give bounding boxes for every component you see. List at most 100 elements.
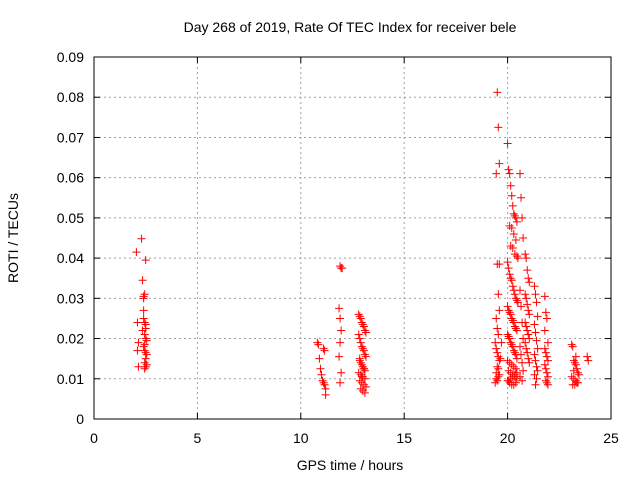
data-point <box>509 209 518 218</box>
x-tick-labels: 0 5 10 15 20 25 <box>90 430 619 446</box>
data-point <box>314 340 323 349</box>
data-point <box>516 286 525 295</box>
data-point <box>357 318 366 327</box>
data-point <box>506 181 515 190</box>
data-point <box>321 390 330 399</box>
data-point <box>360 350 369 359</box>
data-point <box>357 360 366 369</box>
data-point <box>316 364 325 373</box>
data-point <box>492 368 501 377</box>
data-point <box>133 318 142 327</box>
data-point <box>492 344 501 353</box>
data-point <box>493 362 502 371</box>
data-point <box>335 304 344 313</box>
data-point <box>336 314 345 323</box>
data-point <box>355 312 364 321</box>
data-point <box>336 338 345 347</box>
data-point <box>140 340 149 349</box>
y-tick-label: 0.08 <box>57 89 84 105</box>
data-point <box>356 338 365 347</box>
data-point <box>505 308 514 317</box>
data-point <box>521 290 530 299</box>
data-point <box>584 356 593 365</box>
data-point <box>522 294 531 303</box>
data-point <box>511 324 520 333</box>
data-point <box>510 370 519 379</box>
data-point <box>361 352 370 361</box>
data-point <box>494 330 503 339</box>
y-tick-label: 0.06 <box>57 170 84 186</box>
data-point <box>518 213 527 222</box>
data-point <box>507 223 516 232</box>
data-point <box>141 324 150 333</box>
data-point <box>141 334 150 343</box>
data-point <box>522 322 531 331</box>
data-point <box>531 380 540 389</box>
data-point <box>141 362 150 371</box>
axis-ticks <box>93 56 612 420</box>
data-point <box>519 366 528 375</box>
data-point <box>360 326 369 335</box>
data-point <box>508 244 517 253</box>
data-point <box>504 165 513 174</box>
data-point <box>523 348 532 357</box>
data-point <box>513 254 522 263</box>
y-tick-label: 0.07 <box>57 129 84 145</box>
x-tick-label: 5 <box>194 430 202 446</box>
data-point <box>506 338 515 347</box>
data-point <box>315 354 324 363</box>
data-point <box>320 346 329 355</box>
data-point <box>505 270 514 279</box>
data-point <box>491 338 500 347</box>
data-point <box>359 346 368 355</box>
data-point <box>518 358 527 367</box>
data-point <box>359 380 368 389</box>
data-point <box>583 352 592 361</box>
data-point <box>319 344 328 353</box>
data-point <box>140 318 149 327</box>
data-point <box>354 368 363 377</box>
data-point <box>319 378 328 387</box>
data-point <box>540 344 549 353</box>
data-point <box>505 358 514 367</box>
y-tick-label: 0.03 <box>57 290 84 306</box>
data-point <box>510 250 519 259</box>
data-point <box>140 364 149 373</box>
data-point <box>510 290 519 299</box>
data-point <box>493 88 502 97</box>
data-point <box>504 332 513 341</box>
data-point <box>512 252 521 261</box>
data-point <box>573 368 582 377</box>
data-point <box>503 139 512 148</box>
data-point <box>503 258 512 267</box>
data-point <box>571 360 580 369</box>
data-point <box>495 356 504 365</box>
data-point <box>523 300 532 309</box>
data-point <box>541 348 550 357</box>
data-point <box>512 326 521 335</box>
data-point <box>509 318 518 327</box>
data-point <box>354 310 363 319</box>
data-point <box>517 193 526 202</box>
data-point <box>524 274 533 283</box>
data-point <box>355 376 364 385</box>
data-point <box>511 378 520 387</box>
data-point <box>495 306 504 315</box>
data-point <box>504 306 513 315</box>
data-point <box>523 326 532 335</box>
data-point <box>512 217 521 226</box>
data-point <box>571 376 580 385</box>
data-point <box>508 342 517 351</box>
data-point <box>542 352 551 361</box>
data-point <box>140 290 149 299</box>
data-point <box>525 310 534 319</box>
data-point <box>572 378 581 387</box>
data-point <box>361 382 370 391</box>
data-point <box>530 282 539 291</box>
data-point <box>493 376 502 385</box>
data-point <box>516 342 525 351</box>
data-point <box>494 123 503 132</box>
data-point <box>510 348 519 357</box>
data-point <box>139 314 148 323</box>
data-point <box>494 372 503 381</box>
